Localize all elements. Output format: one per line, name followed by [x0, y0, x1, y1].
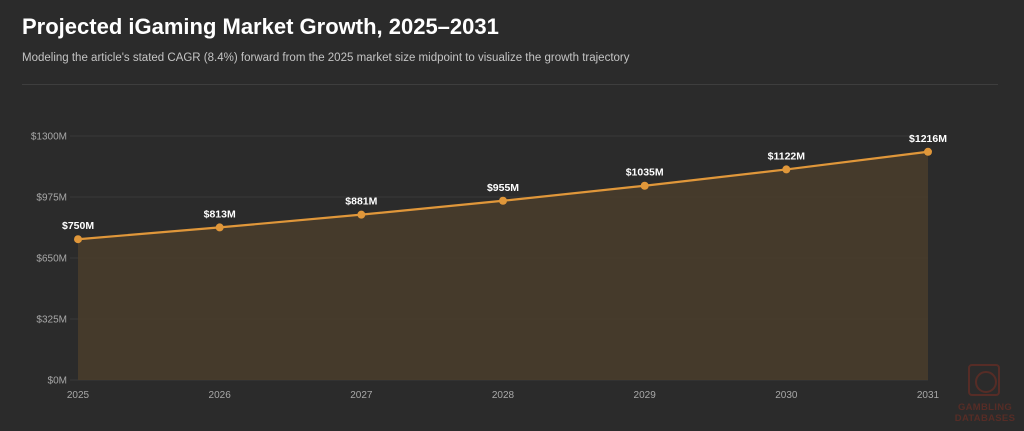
watermark-line-2: DATABASES	[954, 413, 1016, 424]
y-tick-label: $650M	[36, 254, 67, 265]
x-tick-label: 2031	[917, 390, 940, 401]
header-divider	[22, 84, 998, 85]
x-tick-label: 2028	[492, 390, 515, 401]
watermark-text: GAMBLING DATABASES	[950, 402, 1020, 424]
data-point	[640, 181, 649, 190]
y-tick-label: $325M	[36, 315, 67, 326]
data-label: $955M	[487, 182, 519, 194]
data-label: $881M	[345, 196, 377, 208]
watermark-line-1: GAMBLING	[957, 402, 1013, 413]
x-tick-label: 2027	[350, 390, 373, 401]
data-point	[357, 210, 366, 219]
x-tick-label: 2025	[67, 390, 90, 401]
watermark-logo-icon	[968, 364, 1000, 396]
data-point	[499, 196, 507, 205]
y-tick-label: $975M	[36, 193, 67, 204]
y-tick-label: $1300M	[31, 132, 67, 143]
x-tick-label: 2029	[634, 390, 657, 401]
x-tick-label: 2026	[209, 390, 232, 401]
series-area	[78, 151, 928, 380]
data-label: $813M	[204, 208, 236, 220]
y-tick-label: $0M	[48, 376, 67, 387]
chart-title: Projected iGaming Market Growth, 2025–20…	[22, 14, 499, 39]
data-label: $1216M	[909, 133, 947, 145]
x-tick-label: 2030	[775, 390, 798, 401]
chart-subtitle: Modeling the article's stated CAGR (8.4%…	[22, 52, 630, 64]
data-point	[74, 235, 82, 244]
data-point	[924, 147, 932, 156]
data-point	[782, 165, 791, 174]
watermark: GAMBLING DATABASES	[950, 364, 1020, 430]
data-label: $1122M	[768, 150, 806, 162]
data-label: $750M	[62, 220, 94, 232]
data-point	[215, 223, 224, 232]
data-label: $1035M	[626, 167, 664, 179]
